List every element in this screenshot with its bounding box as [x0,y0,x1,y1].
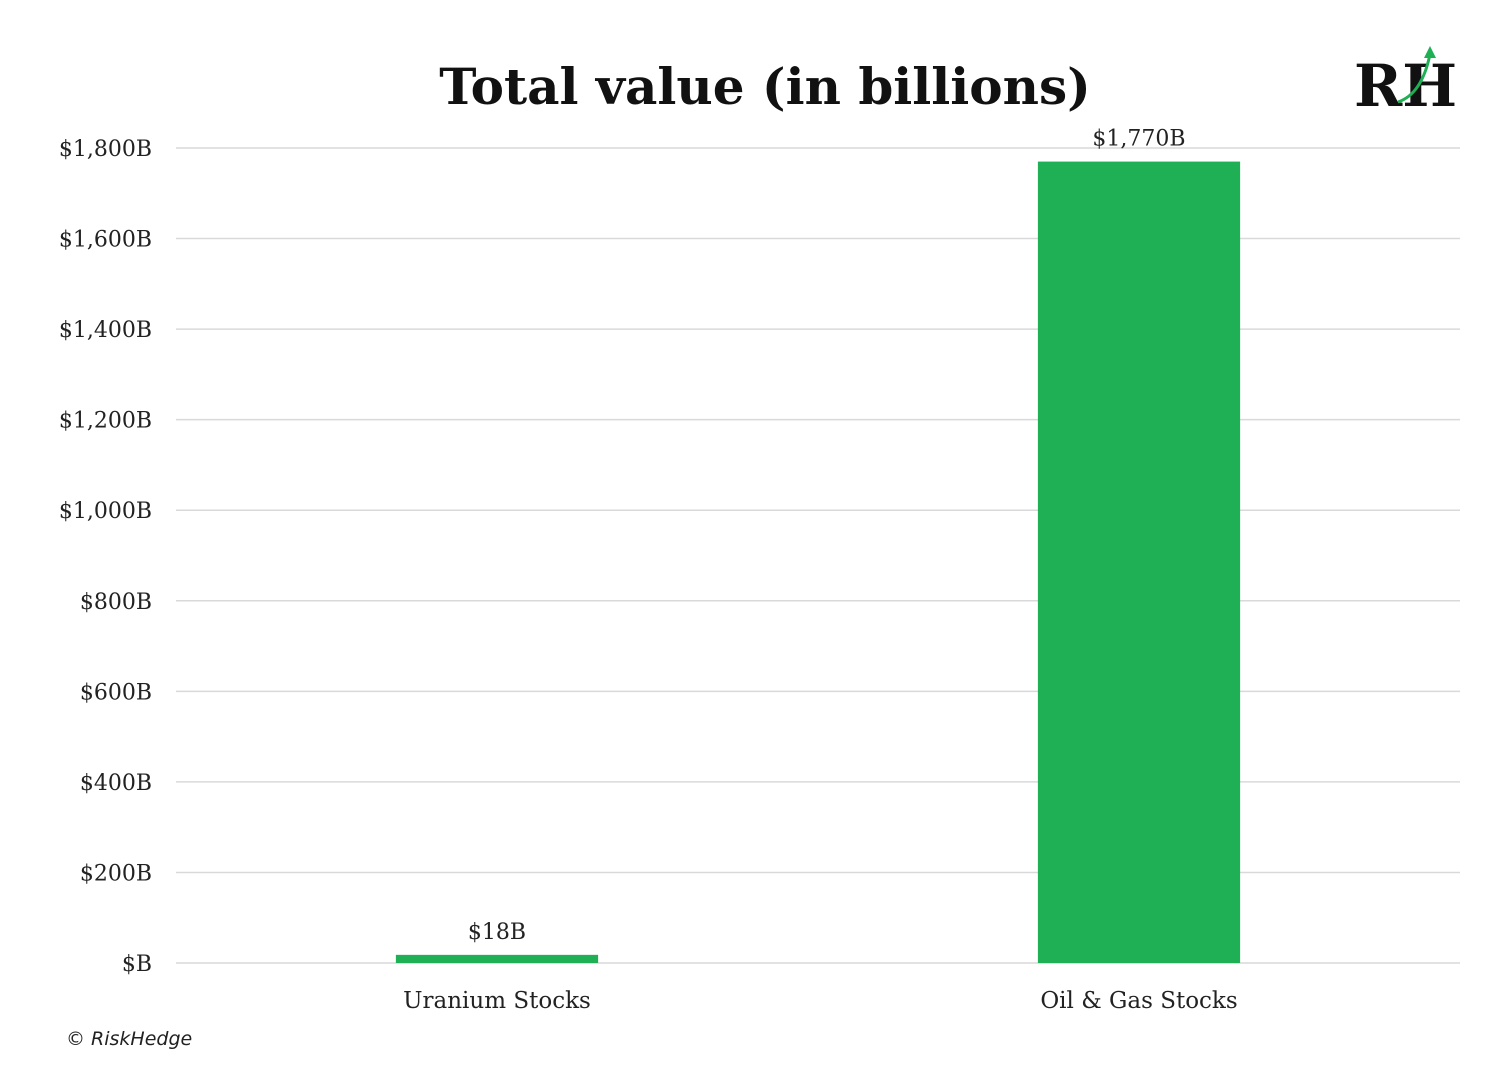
y-tick-label: $1,000B [59,499,152,524]
bar [396,955,598,963]
x-axis-category-labels: Uranium Stocks Oil & Gas Stocks [403,988,1238,1014]
data-label: $1,770B [1092,127,1185,152]
category-label: Oil & Gas Stocks [1040,988,1237,1014]
category-label: Uranium Stocks [403,988,591,1014]
y-tick-label: $1,800B [59,137,152,162]
gridlines [176,148,1460,963]
chart-title: Total value (in billions) [439,57,1091,116]
data-label: $18B [468,920,526,945]
y-tick-label: $600B [80,680,152,705]
y-tick-label: $400B [80,771,152,796]
y-tick-label: $1,200B [59,409,152,434]
bars [396,162,1240,963]
y-tick-label: $1,400B [59,318,152,343]
logo-text: RH [1354,52,1457,114]
y-tick-label: $B [122,952,152,977]
y-tick-label: $200B [80,861,152,886]
bar [1038,162,1240,963]
riskhedge-logo: RH [1352,42,1462,114]
y-tick-label: $800B [80,590,152,615]
copyright-text: © RiskHedge [66,1028,192,1050]
y-tick-label: $1,600B [59,228,152,253]
y-axis-tick-labels: $B $200B $400B $600B $800B $1,000B $1,200B $1,4… [59,137,152,977]
